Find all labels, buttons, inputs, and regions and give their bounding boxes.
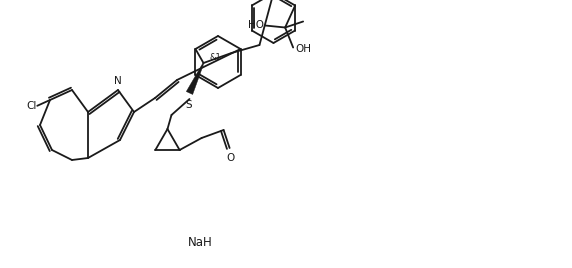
Text: Cl: Cl: [26, 101, 36, 111]
Text: O: O: [227, 153, 235, 163]
Text: S: S: [185, 100, 192, 110]
Polygon shape: [186, 63, 204, 95]
Text: OH: OH: [295, 44, 311, 54]
Text: &1: &1: [209, 53, 221, 61]
Text: NaH: NaH: [188, 236, 212, 248]
Text: HO: HO: [248, 20, 264, 31]
Text: N: N: [114, 76, 122, 86]
